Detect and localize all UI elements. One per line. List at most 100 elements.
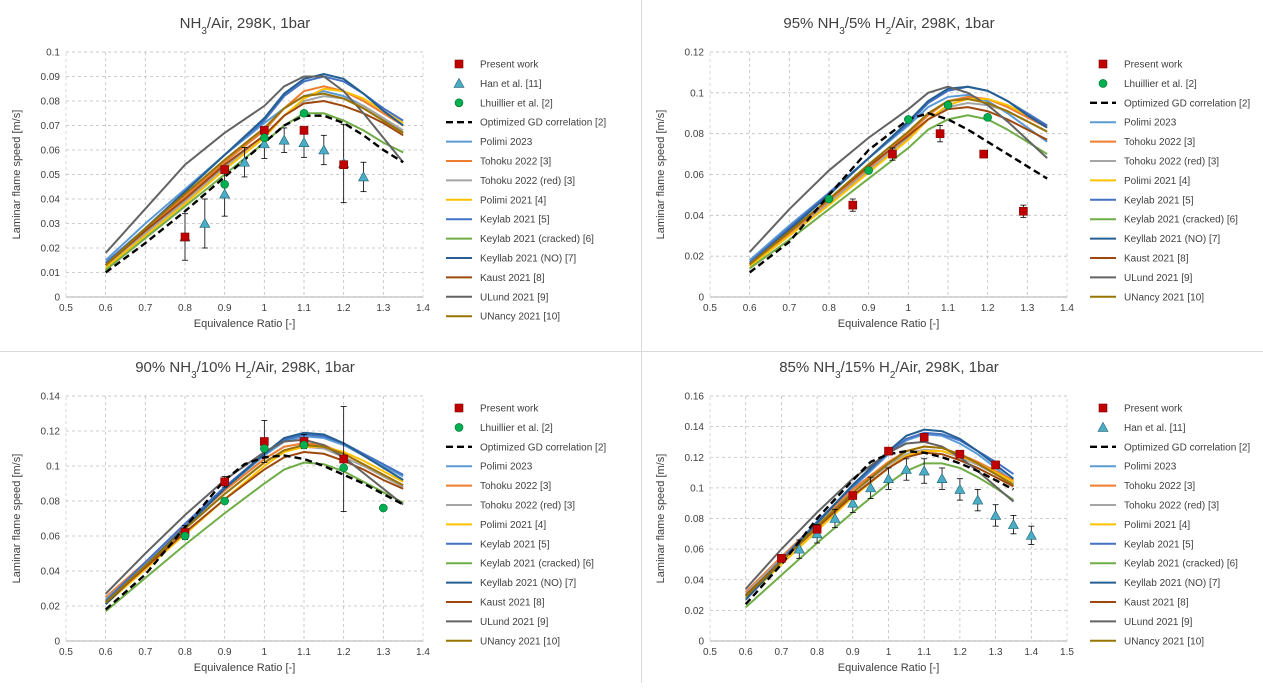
legend: Present work Han et al. [11] Lhuillier et … <box>446 60 606 323</box>
title-subscript: 2 <box>886 26 892 37</box>
x-tick-label: 1.3 <box>376 647 390 658</box>
legend-label: Lhuillier et al. [2] <box>480 423 553 434</box>
y-tick-label: 0.1 <box>690 88 704 99</box>
title-text: NH <box>180 15 202 32</box>
legend-item-polimi-2021-4: Polimi 2021 [4] <box>1090 520 1190 531</box>
legend-item-keylab-2021-5: Keylab 2021 [5] <box>1090 539 1194 550</box>
chart-svg-nh3-air: NH3/Air, 298K, 1bar 0.5 0.6 0.7 0.8 0.9 1 1.1 1.… <box>11 15 606 330</box>
plot-area <box>709 395 1068 642</box>
y-tick-label: 0.07 <box>41 121 61 132</box>
legend-item-unancy-2021-10: UNancy 2021 [10] <box>1090 636 1204 647</box>
legend-label: Polimi 2021 [4] <box>480 195 546 206</box>
han-marker <box>1025 529 1037 540</box>
legend-item-optimized-gd-correlation-2: Optimized GD correlation [2] <box>1090 442 1250 453</box>
legend-label: Keylab 2021 [5] <box>480 539 550 550</box>
series-line-tohoku-2022-3 <box>105 85 404 266</box>
han-marker <box>298 137 310 147</box>
series-line-keyllab-2021-no-7 <box>749 85 1048 266</box>
legend-label: Present work <box>480 404 539 415</box>
legend-item-keylab-2021-5: Keylab 2021 [5] <box>446 539 550 550</box>
legend-item-tohoku-2022-3: Tohoku 2022 [3] <box>1090 481 1195 492</box>
x-tick-label: 1.1 <box>941 303 955 314</box>
legend-label: Polimi 2023 <box>1124 462 1177 473</box>
legend-label: Keylab 2021 [5] <box>1124 195 1194 206</box>
data-markers <box>824 100 1028 218</box>
legend-label: ULund 2021 [9] <box>480 292 549 303</box>
han-marker <box>954 483 966 494</box>
x-tick-label: 0.9 <box>846 647 860 658</box>
legend-label: Keylab 2021 [5] <box>480 215 550 226</box>
legend-label: Keylab 2021 (cracked) [6] <box>1124 215 1238 226</box>
lhuillier-marker <box>339 463 348 473</box>
x-tick-label: 0.6 <box>743 303 757 314</box>
y-tick-label: 0.14 <box>41 392 61 403</box>
present-work-marker <box>1098 59 1108 69</box>
legend-label: Tohoku 2022 [3] <box>1124 137 1195 148</box>
han-marker <box>865 482 877 493</box>
x-tick-label: 1.4 <box>1024 647 1038 658</box>
series-line-tohoku-2022-red-3 <box>105 95 404 269</box>
series-line-tohoku-2022-3 <box>749 95 1048 266</box>
y-tick-label: 0.06 <box>685 545 705 556</box>
x-tick-label: 1.1 <box>297 303 311 314</box>
chart-title: 85% NH3/15% H2/Air, 298K, 1bar <box>779 359 999 381</box>
legend-item-keyllab-2021-no-7: Keyllab 2021 (NO) [7] <box>446 578 576 589</box>
legend-item-tohoku-2022-3: Tohoku 2022 [3] <box>446 157 551 168</box>
han-marker <box>936 473 948 483</box>
y-tick-label: 0.12 <box>685 48 705 59</box>
han-marker <box>918 465 930 476</box>
legend-label: Optimized GD correlation [2] <box>480 442 606 453</box>
series-line-keyllab-2021-no-7 <box>744 428 1015 601</box>
legend-item-polimi-2023: Polimi 2023 <box>1090 462 1177 473</box>
legend-label: Keyllab 2021 (NO) [7] <box>480 254 576 265</box>
y-tick-label: 0.09 <box>41 72 61 83</box>
legend-label: Polimi 2023 <box>480 137 533 148</box>
horizontal-divider <box>0 351 1263 352</box>
x-tick-label: 0.8 <box>178 647 192 658</box>
y-tick-label: 0.06 <box>41 146 61 157</box>
legend-item-keyllab-2021-no-7: Keyllab 2021 (NO) [7] <box>1090 234 1220 245</box>
x-tick-label: 1.4 <box>1060 303 1074 314</box>
legend-item-polimi-2023: Polimi 2023 <box>446 137 533 148</box>
x-tick-label: 0.6 <box>99 647 113 658</box>
y-tick-label: 0.06 <box>685 170 705 181</box>
series-line-unancy-2021-10 <box>104 92 404 266</box>
y-tick-label: 0.02 <box>41 602 61 613</box>
present-work-marker <box>991 460 1000 470</box>
present-work-marker <box>1098 403 1108 413</box>
plot-area <box>709 51 1068 298</box>
legend-item-han-et-al-11: Han et al. [11] <box>453 77 542 90</box>
legend-label: UNancy 2021 [10] <box>1124 636 1204 647</box>
series-line-keylab-2021-5 <box>104 433 404 602</box>
legend-label: Present work <box>1124 404 1183 415</box>
legend-item-keylab-2021-5: Keylab 2021 [5] <box>1090 195 1194 206</box>
data-markers <box>180 406 388 541</box>
han-marker <box>1007 519 1019 529</box>
x-axis-label: Equivalence Ratio [-] <box>194 318 296 330</box>
x-tick-label: 1 <box>886 647 892 658</box>
present-work-marker <box>812 524 822 534</box>
legend-label: Keylab 2021 (cracked) [6] <box>480 559 594 570</box>
legend-label: Lhuillier et al. [2] <box>1124 79 1197 90</box>
legend-label: Kaust 2021 [8] <box>1124 254 1189 265</box>
legend-item-keyllab-2021-no-7: Keyllab 2021 (NO) [7] <box>446 254 576 265</box>
legend-item-han-et-al-11: Han et al. [11] <box>1097 421 1186 434</box>
legend-item-tohoku-2022-red-3: Tohoku 2022 (red) [3] <box>1090 501 1219 512</box>
lhuillier-marker <box>983 113 992 122</box>
series-line-unancy-2021-10 <box>744 445 1014 598</box>
legend-han-marker <box>453 77 465 88</box>
legend-item-tohoku-2022-red-3: Tohoku 2022 (red) [3] <box>446 501 575 512</box>
legend-item-unancy-2021-10: UNancy 2021 [10] <box>1090 292 1204 303</box>
y-tick-label: 0.1 <box>690 483 704 494</box>
legend-item-present-work: Present work <box>454 60 539 71</box>
legend-item-keylab-2021-cracked-6: Keylab 2021 (cracked) [6] <box>1090 559 1238 570</box>
han-marker <box>972 494 984 505</box>
legend-item-kaust-2021-8: Kaust 2021 [8] <box>1090 598 1189 609</box>
han-marker <box>882 473 895 483</box>
y-tick-label: 0.04 <box>685 575 705 586</box>
x-axis-label: Equivalence Ratio [-] <box>194 662 296 674</box>
legend-item-polimi-2021-4: Polimi 2021 [4] <box>446 520 546 531</box>
han-marker <box>219 188 231 199</box>
y-tick-label: 0.08 <box>41 97 61 108</box>
